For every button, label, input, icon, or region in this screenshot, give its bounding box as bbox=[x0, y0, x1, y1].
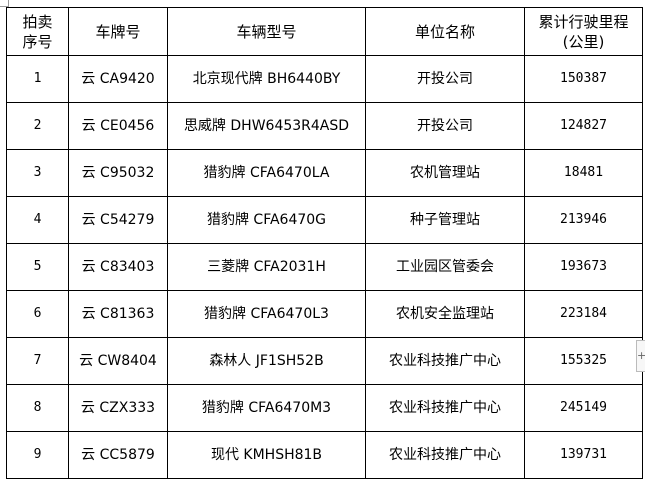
cell-plate: 云 C95032 bbox=[68, 149, 168, 197]
cell-plate: 云 CZX333 bbox=[68, 384, 168, 432]
cell-seq: 1 bbox=[6, 55, 69, 103]
cell-model: 猎豹牌 CFA6470LA bbox=[167, 149, 366, 197]
cell-seq: 2 bbox=[6, 102, 69, 150]
cell-plate: 云 CC5879 bbox=[68, 431, 168, 479]
cell-unit: 开投公司 bbox=[365, 55, 525, 103]
cell-mileage: 193673 bbox=[524, 243, 643, 291]
cell-mileage: 155325 bbox=[524, 337, 643, 385]
cell-plate: 云 C81363 bbox=[68, 290, 168, 338]
cell-model: 思威牌 DHW6453R4ASD bbox=[167, 102, 366, 150]
cell-plate: 云 CA9420 bbox=[68, 55, 168, 103]
cell-mileage: 124827 bbox=[524, 102, 643, 150]
header-model: 车辆型号 bbox=[167, 7, 366, 56]
cell-mileage: 213946 bbox=[524, 196, 643, 244]
cell-model: 猎豹牌 CFA6470L3 bbox=[167, 290, 366, 338]
cell-seq: 4 bbox=[6, 196, 69, 244]
cell-mileage: 150387 bbox=[524, 55, 643, 103]
header-unit: 单位名称 bbox=[365, 7, 525, 56]
header-mileage: 累计行驶里程 (公里) bbox=[524, 7, 643, 56]
cell-model: 三菱牌 CFA2031H bbox=[167, 243, 366, 291]
cell-model: 森林人 JF1SH52B bbox=[167, 337, 366, 385]
header-plate: 车牌号 bbox=[68, 7, 168, 56]
header-seq: 拍卖 序号 bbox=[6, 7, 69, 56]
cell-model: 北京现代牌 BH6440BY bbox=[167, 55, 366, 103]
cell-plate: 云 C83403 bbox=[68, 243, 168, 291]
cell-unit: 农机管理站 bbox=[365, 149, 525, 197]
cell-model: 猎豹牌 CFA6470G bbox=[167, 196, 366, 244]
cell-plate: 云 C54279 bbox=[68, 196, 168, 244]
cell-unit: 工业园区管委会 bbox=[365, 243, 525, 291]
cell-unit: 农业科技推广中心 bbox=[365, 337, 525, 385]
cell-seq: 3 bbox=[6, 149, 69, 197]
cell-mileage: 223184 bbox=[524, 290, 643, 338]
add-row-button[interactable]: + bbox=[636, 340, 645, 372]
cell-unit: 开投公司 bbox=[365, 102, 525, 150]
cell-seq: 8 bbox=[6, 384, 69, 432]
page-corner-mark bbox=[0, 0, 9, 7]
cell-seq: 9 bbox=[6, 431, 69, 479]
cell-unit: 农业科技推广中心 bbox=[365, 384, 525, 432]
cell-model: 猎豹牌 CFA6470M3 bbox=[167, 384, 366, 432]
cell-mileage: 18481 bbox=[524, 149, 643, 197]
cell-seq: 6 bbox=[6, 290, 69, 338]
cell-unit: 农机安全监理站 bbox=[365, 290, 525, 338]
cell-unit: 种子管理站 bbox=[365, 196, 525, 244]
cell-mileage: 139731 bbox=[524, 431, 643, 479]
cell-model: 现代 KMHSH81B bbox=[167, 431, 366, 479]
cell-mileage: 245149 bbox=[524, 384, 643, 432]
cell-seq: 7 bbox=[6, 337, 69, 385]
cell-unit: 农业科技推广中心 bbox=[365, 431, 525, 479]
table-header-row: 拍卖 序号 车牌号 车辆型号 单位名称 累计行驶里程 (公里) bbox=[6, 7, 643, 56]
cell-plate: 云 CE0456 bbox=[68, 102, 168, 150]
cell-plate: 云 CW8404 bbox=[68, 337, 168, 385]
cell-seq: 5 bbox=[6, 243, 69, 291]
